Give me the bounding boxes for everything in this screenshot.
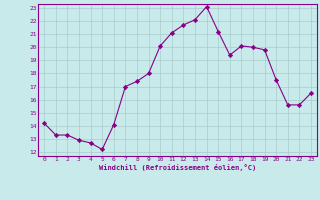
X-axis label: Windchill (Refroidissement éolien,°C): Windchill (Refroidissement éolien,°C) [99, 164, 256, 171]
